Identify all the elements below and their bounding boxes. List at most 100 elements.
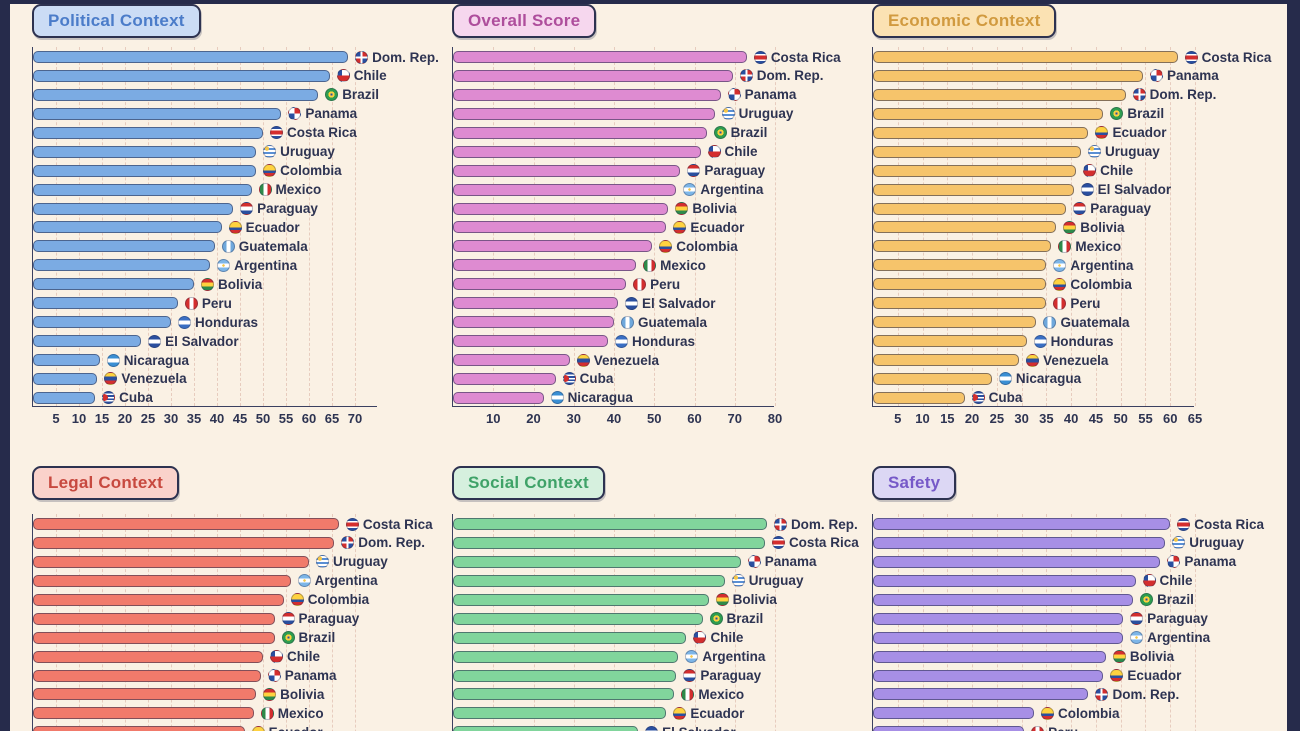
bar-el-salvador (453, 726, 639, 731)
country-name: El Salvador (642, 295, 716, 311)
bar-row: Ecuador (33, 220, 378, 235)
country-label: Brazil (709, 611, 763, 626)
flag-argentina-icon (1130, 631, 1144, 645)
bar-ecuador (453, 707, 667, 720)
bar-row: Guatemala (33, 239, 378, 254)
country-name: Mexico (698, 686, 745, 702)
bar-row: Cuba (33, 390, 378, 405)
flag-venezuela-icon (576, 353, 590, 367)
bar-row: Venezuela (453, 353, 775, 368)
flag-mexico-icon (643, 258, 657, 272)
gridline (355, 514, 356, 731)
gridline (775, 47, 776, 406)
x-axis-tick-label: 35 (1039, 411, 1054, 426)
bar-row: Paraguay (33, 611, 378, 626)
bar-row: Dom. Rep. (453, 517, 858, 532)
flag-ecuador-icon (228, 220, 242, 234)
bar-chile (453, 631, 687, 644)
bar-row: Uruguay (453, 573, 803, 588)
country-label: Mexico (258, 182, 321, 197)
bar-row: Argentina (873, 258, 1195, 273)
bar-row: Costa Rica (33, 517, 433, 532)
bar-row: Peru (873, 725, 1195, 731)
bar-brazil (33, 88, 319, 101)
bar-bolivia (33, 688, 257, 701)
flag-bolivia-icon (1112, 650, 1126, 664)
bar-mexico (33, 183, 252, 196)
bar-row: Uruguay (33, 554, 388, 569)
bar-row: Cuba (873, 390, 1195, 405)
country-label: Paraguay (240, 201, 318, 216)
bar-row: Chile (873, 573, 1195, 588)
country-name: Dom. Rep. (1112, 686, 1180, 702)
bar-colombia (873, 707, 1034, 720)
bar-costa-rica (33, 518, 339, 530)
bar-row: Chile (33, 649, 378, 664)
gridline (694, 47, 696, 406)
gridline (263, 47, 264, 406)
flag-paraguay-icon (240, 202, 254, 216)
bar-row: El Salvador (453, 725, 775, 731)
flag-bolivia-icon (201, 277, 214, 291)
bar-cuba (33, 391, 96, 404)
country-label: Honduras (614, 334, 695, 349)
country-name: Brazil (298, 630, 336, 646)
bar-colombia (33, 164, 257, 177)
flag-peru-icon (184, 296, 198, 310)
country-name: Cuba (579, 371, 614, 387)
bar-peru (873, 297, 1047, 310)
flag-argentina-icon (297, 574, 311, 588)
country-label: Peru (1031, 725, 1078, 731)
bar-mexico (33, 707, 254, 720)
flag-dom-rep-icon (341, 536, 355, 550)
x-axis-tick-label: 10 (915, 411, 930, 426)
flag-panama-icon (727, 88, 741, 102)
bar-row: Costa Rica (453, 535, 859, 550)
flag-panama-icon (747, 555, 761, 569)
flag-paraguay-icon (1130, 612, 1144, 626)
country-name: Mexico (277, 705, 324, 721)
gridline (1145, 514, 1147, 731)
chart-legal-context: Legal Context Costa Rica Dom. Rep. Uruguay… (32, 466, 433, 731)
country-name: Ecuador (690, 705, 745, 721)
country-name: Ecuador (690, 219, 745, 235)
bar-panama (453, 555, 741, 568)
plot-area: Costa Rica Dom. Rep. Uruguay Argentina Colom… (32, 514, 433, 731)
bar-row: Guatemala (453, 315, 775, 330)
flag-uruguay-icon (721, 107, 735, 121)
bar-panama (453, 88, 721, 101)
bar-uruguay (33, 145, 257, 158)
country-label: Peru (184, 296, 232, 311)
bar-row: Uruguay (453, 106, 793, 121)
bar-paraguay (33, 202, 234, 215)
flag-bolivia-icon (263, 687, 277, 701)
country-label: Brazil (713, 125, 767, 140)
x-axis-tick-label: 55 (1138, 411, 1153, 426)
bar-row: Cuba (453, 371, 775, 387)
flag-costa-rica-icon (1184, 50, 1198, 64)
bar-row: Ecuador (873, 668, 1195, 683)
country-label: Venezuela (576, 353, 659, 368)
country-name: Colombia (307, 592, 370, 608)
chart-title: Overall Score (468, 11, 581, 30)
gridline (309, 514, 310, 731)
country-name: Argentina (700, 182, 764, 198)
country-label: Cuba (971, 390, 1022, 405)
country-name: Colombia (1070, 276, 1132, 292)
x-axis-tick-label: 60 (301, 411, 317, 426)
flag-nicaragua-icon (550, 391, 564, 405)
flag-guatemala-icon (621, 315, 634, 329)
bar-row: Chile (453, 630, 775, 645)
country-name: Brazil (1157, 592, 1194, 608)
bar-uruguay (33, 555, 309, 568)
country-name: Bolivia (280, 686, 325, 702)
flag-chile-icon (693, 631, 707, 645)
bar-row: Chile (33, 68, 387, 83)
gridline (332, 514, 333, 731)
bar-dom-rep (33, 536, 335, 549)
country-name: Uruguay (738, 106, 794, 122)
country-name: Panama (1184, 554, 1237, 570)
chart-title: Legal Context (48, 473, 164, 492)
bar-cuba (873, 391, 965, 404)
country-label: Mexico (681, 686, 745, 702)
